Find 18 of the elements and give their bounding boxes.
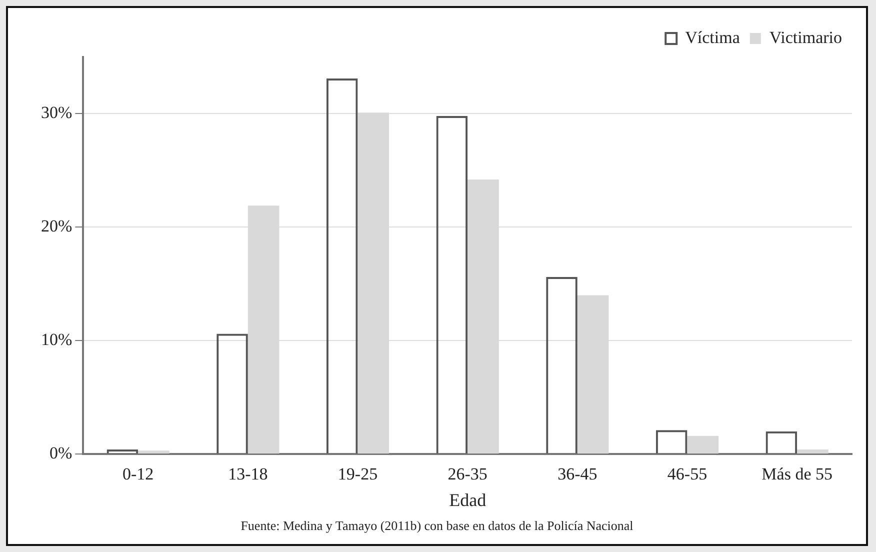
x-tick-label: 19-25 xyxy=(338,464,378,484)
y-tick-label: 20% xyxy=(40,216,72,236)
bar xyxy=(138,450,170,454)
x-tick-label: 46-55 xyxy=(667,464,708,484)
y-tick-label: 10% xyxy=(40,330,72,350)
legend-label: Victimario xyxy=(769,28,842,47)
bar xyxy=(687,436,719,454)
y-tick-label: 30% xyxy=(40,103,72,122)
x-tick-label: Más de 55 xyxy=(762,464,832,484)
legend-label: Víctima xyxy=(685,28,740,47)
x-tick-label: 36-45 xyxy=(558,464,598,484)
y-tick-label: 0% xyxy=(49,443,72,462)
x-axis-title: Edad xyxy=(449,490,486,510)
source-note: Fuente: Medina y Tamayo (2011b) con base en datos de la Policía Nacional xyxy=(240,518,634,534)
bar xyxy=(797,449,828,454)
x-tick-label: 13-18 xyxy=(228,464,268,484)
x-tick-label: 26-35 xyxy=(448,464,488,484)
x-tick-label: 0-12 xyxy=(122,464,154,484)
